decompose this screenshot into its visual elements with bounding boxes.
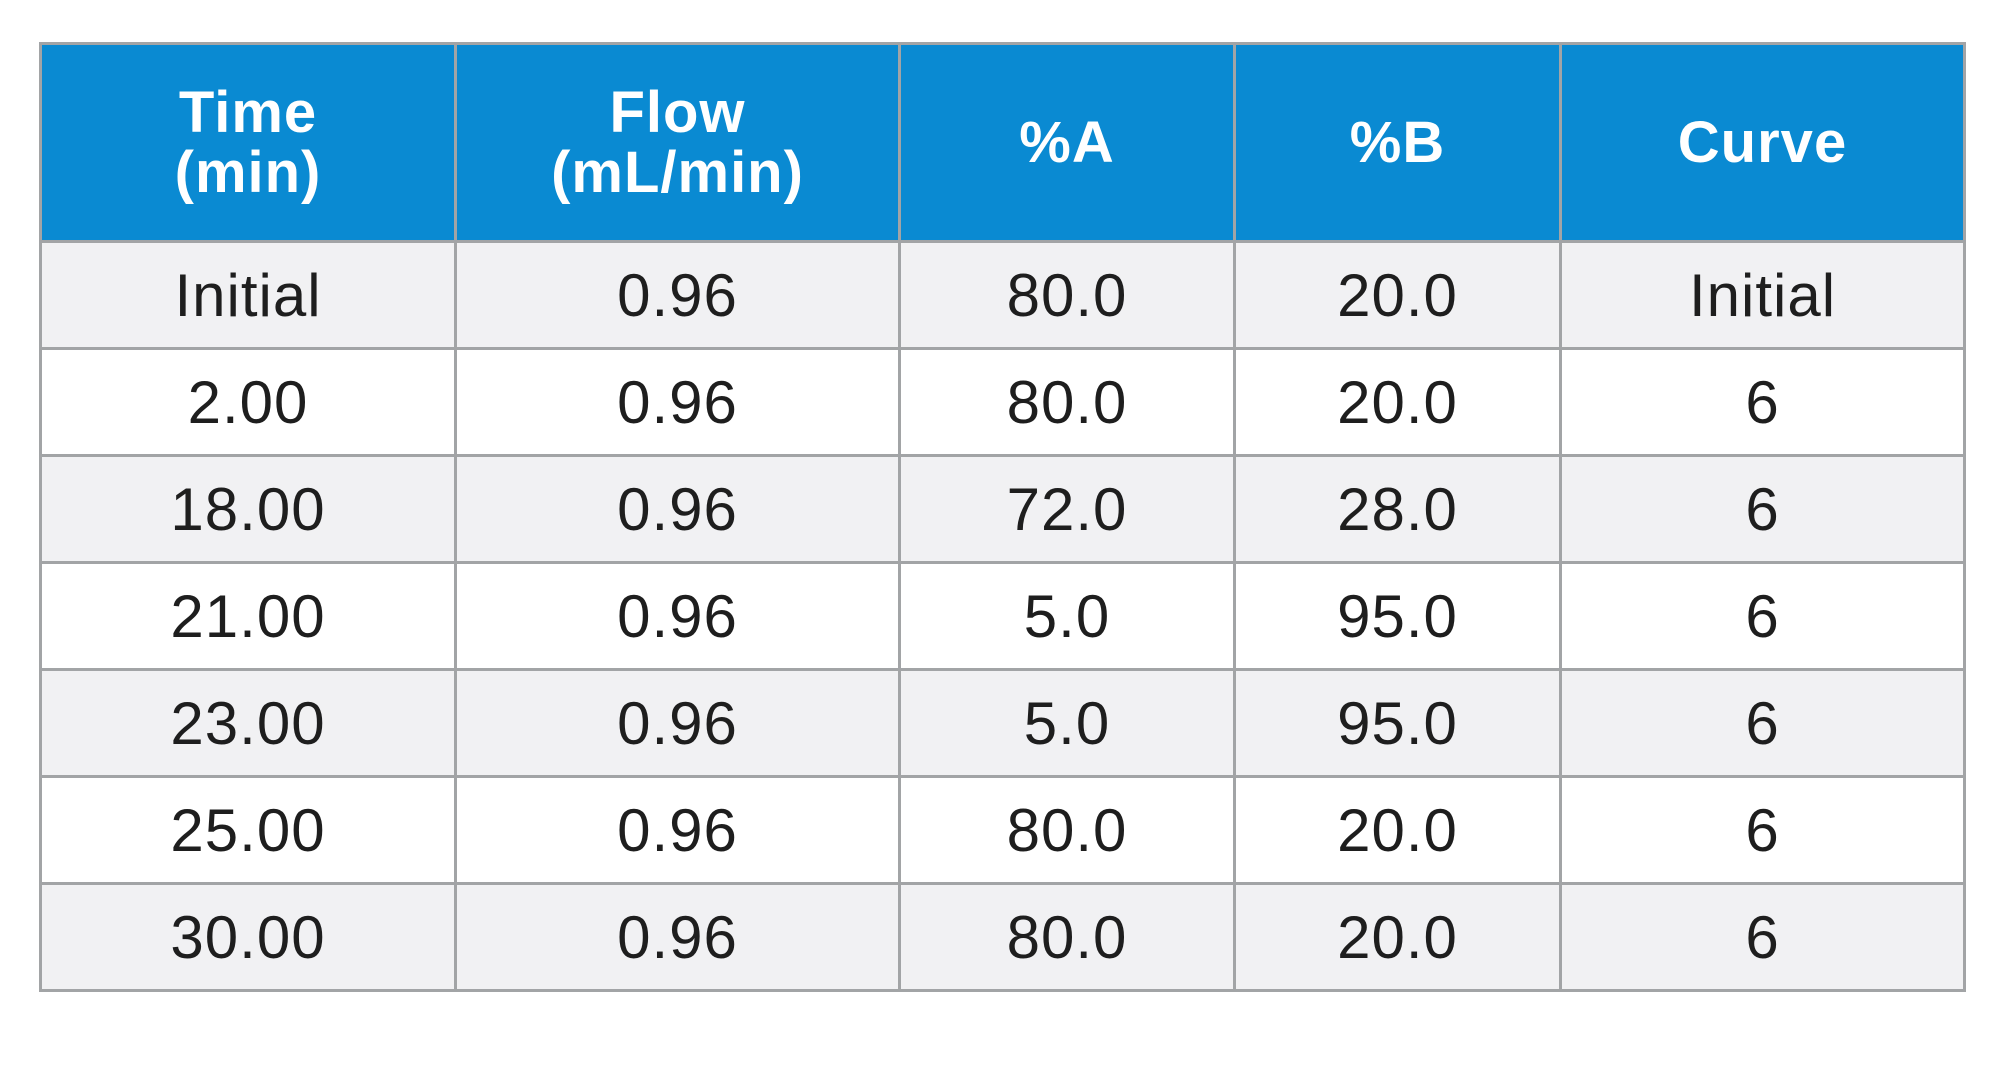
table-row: 18.00 0.96 72.0 28.0 6	[39, 454, 1966, 564]
cell-time: 30.00	[39, 882, 457, 992]
header-pct-a-label: %A	[1019, 109, 1115, 175]
table-header: Time (min) Flow (mL/min) %A %B Curve	[39, 42, 1966, 243]
cell-pct-a: 80.0	[898, 882, 1236, 992]
cell-pct-a: 72.0	[898, 454, 1236, 564]
cell-time: 23.00	[39, 668, 457, 778]
header-flow-label: Flow	[609, 79, 746, 145]
cell-pct-b: 95.0	[1233, 668, 1562, 778]
table-row: 30.00 0.96 80.0 20.0 6	[39, 882, 1966, 992]
cell-flow: 0.96	[454, 775, 901, 885]
header-row: Time (min) Flow (mL/min) %A %B Curve	[39, 42, 1966, 243]
cell-pct-a: 80.0	[898, 347, 1236, 457]
table-row: 23.00 0.96 5.0 95.0 6	[39, 668, 1966, 778]
cell-time: Initial	[39, 240, 457, 350]
header-curve-label: Curve	[1677, 109, 1848, 175]
cell-time: 25.00	[39, 775, 457, 885]
cell-time: 18.00	[39, 454, 457, 564]
cell-pct-a: 80.0	[898, 240, 1236, 350]
header-pct-a: %A	[898, 42, 1236, 243]
cell-pct-b: 95.0	[1233, 561, 1562, 671]
table-body: Initial 0.96 80.0 20.0 Initial 2.00 0.96…	[39, 240, 1966, 992]
header-pct-b-label: %B	[1349, 109, 1446, 175]
cell-pct-b: 20.0	[1233, 240, 1562, 350]
table-row: 25.00 0.96 80.0 20.0 6	[39, 775, 1966, 885]
cell-pct-b: 20.0	[1233, 347, 1562, 457]
cell-pct-a: 80.0	[898, 775, 1236, 885]
cell-flow: 0.96	[454, 668, 901, 778]
cell-flow: 0.96	[454, 347, 901, 457]
cell-flow: 0.96	[454, 454, 901, 564]
header-curve: Curve	[1559, 42, 1966, 243]
cell-flow: 0.96	[454, 561, 901, 671]
cell-time: 21.00	[39, 561, 457, 671]
cell-pct-a: 5.0	[898, 668, 1236, 778]
gradient-table: Time (min) Flow (mL/min) %A %B Curve Ini…	[39, 42, 1966, 992]
cell-flow: 0.96	[454, 240, 901, 350]
cell-curve: 6	[1559, 561, 1966, 671]
cell-curve: 6	[1559, 775, 1966, 885]
cell-curve: 6	[1559, 882, 1966, 992]
header-time-label: Time	[178, 79, 318, 145]
cell-curve: Initial	[1559, 240, 1966, 350]
header-time-unit: (min)	[174, 139, 322, 205]
cell-curve: 6	[1559, 668, 1966, 778]
header-flow-unit: (mL/min)	[551, 139, 804, 205]
cell-time: 2.00	[39, 347, 457, 457]
cell-pct-b: 20.0	[1233, 882, 1562, 992]
cell-curve: 6	[1559, 347, 1966, 457]
table-row: 21.00 0.96 5.0 95.0 6	[39, 561, 1966, 671]
cell-pct-b: 28.0	[1233, 454, 1562, 564]
table-row: 2.00 0.96 80.0 20.0 6	[39, 347, 1966, 457]
cell-curve: 6	[1559, 454, 1966, 564]
cell-pct-b: 20.0	[1233, 775, 1562, 885]
cell-pct-a: 5.0	[898, 561, 1236, 671]
header-flow: Flow (mL/min)	[454, 42, 901, 243]
header-time: Time (min)	[39, 42, 457, 243]
cell-flow: 0.96	[454, 882, 901, 992]
header-pct-b: %B	[1233, 42, 1562, 243]
table-row: Initial 0.96 80.0 20.0 Initial	[39, 240, 1966, 350]
